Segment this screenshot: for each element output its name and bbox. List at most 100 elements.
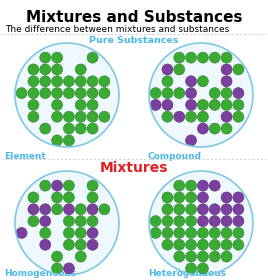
Circle shape — [99, 88, 110, 99]
Circle shape — [149, 43, 253, 147]
Circle shape — [221, 123, 232, 134]
Circle shape — [75, 123, 86, 134]
Circle shape — [64, 123, 75, 134]
Circle shape — [174, 180, 185, 191]
Circle shape — [198, 99, 209, 110]
Circle shape — [150, 88, 161, 99]
Circle shape — [185, 180, 196, 191]
Circle shape — [150, 99, 161, 110]
Circle shape — [51, 251, 62, 262]
Circle shape — [51, 135, 62, 146]
Circle shape — [198, 216, 209, 227]
Circle shape — [28, 204, 39, 215]
Circle shape — [87, 52, 98, 63]
Circle shape — [64, 111, 75, 122]
Circle shape — [87, 88, 98, 99]
Circle shape — [15, 171, 119, 275]
Circle shape — [40, 216, 51, 227]
Circle shape — [185, 52, 196, 63]
Circle shape — [64, 216, 75, 227]
Circle shape — [198, 111, 209, 122]
Circle shape — [16, 88, 27, 99]
Circle shape — [64, 204, 75, 215]
Circle shape — [162, 76, 173, 87]
Circle shape — [40, 76, 51, 87]
Circle shape — [198, 192, 209, 203]
Circle shape — [221, 192, 232, 203]
Circle shape — [87, 99, 98, 110]
Circle shape — [233, 111, 244, 122]
Circle shape — [87, 227, 98, 239]
Circle shape — [209, 52, 220, 63]
Circle shape — [51, 76, 62, 87]
Circle shape — [51, 88, 62, 99]
Circle shape — [198, 76, 209, 87]
Circle shape — [64, 135, 75, 146]
Circle shape — [174, 88, 185, 99]
Circle shape — [185, 135, 196, 146]
Circle shape — [87, 180, 98, 191]
Circle shape — [51, 111, 62, 122]
Circle shape — [233, 64, 244, 75]
Circle shape — [64, 263, 75, 274]
Circle shape — [28, 76, 39, 87]
Circle shape — [87, 204, 98, 215]
Circle shape — [162, 88, 173, 99]
Circle shape — [185, 76, 196, 87]
Circle shape — [221, 239, 232, 250]
Circle shape — [75, 88, 86, 99]
Circle shape — [185, 239, 196, 250]
Circle shape — [198, 123, 209, 134]
Circle shape — [64, 239, 75, 250]
Text: Mixtures and Substances: Mixtures and Substances — [26, 10, 242, 25]
Circle shape — [209, 216, 220, 227]
Circle shape — [99, 204, 110, 215]
Circle shape — [15, 43, 119, 147]
Circle shape — [198, 227, 209, 239]
Circle shape — [28, 99, 39, 110]
Circle shape — [87, 192, 98, 203]
Circle shape — [185, 251, 196, 262]
Circle shape — [185, 99, 196, 110]
Circle shape — [40, 52, 51, 63]
Circle shape — [64, 88, 75, 99]
Circle shape — [150, 227, 161, 239]
Circle shape — [162, 111, 173, 122]
Text: Heterogeneous: Heterogeneous — [148, 269, 226, 278]
Circle shape — [198, 251, 209, 262]
Circle shape — [162, 239, 173, 250]
Circle shape — [221, 99, 232, 110]
Circle shape — [40, 180, 51, 191]
Circle shape — [75, 227, 86, 239]
Circle shape — [185, 263, 196, 274]
Circle shape — [40, 227, 51, 239]
Circle shape — [51, 64, 62, 75]
Circle shape — [75, 64, 86, 75]
Circle shape — [28, 192, 39, 203]
Circle shape — [28, 111, 39, 122]
Circle shape — [75, 251, 86, 262]
Circle shape — [51, 263, 62, 274]
Circle shape — [51, 99, 62, 110]
Circle shape — [28, 216, 39, 227]
Circle shape — [75, 216, 86, 227]
Circle shape — [221, 111, 232, 122]
Circle shape — [209, 99, 220, 110]
Circle shape — [40, 204, 51, 215]
Circle shape — [209, 239, 220, 250]
Circle shape — [162, 64, 173, 75]
Circle shape — [185, 192, 196, 203]
Circle shape — [162, 227, 173, 239]
Circle shape — [198, 263, 209, 274]
Circle shape — [185, 88, 196, 99]
Circle shape — [87, 111, 98, 122]
Circle shape — [198, 180, 209, 191]
Circle shape — [233, 204, 244, 215]
Circle shape — [51, 180, 62, 191]
Circle shape — [162, 192, 173, 203]
Circle shape — [185, 227, 196, 239]
Circle shape — [64, 76, 75, 87]
Circle shape — [87, 216, 98, 227]
Circle shape — [174, 239, 185, 250]
Circle shape — [185, 216, 196, 227]
